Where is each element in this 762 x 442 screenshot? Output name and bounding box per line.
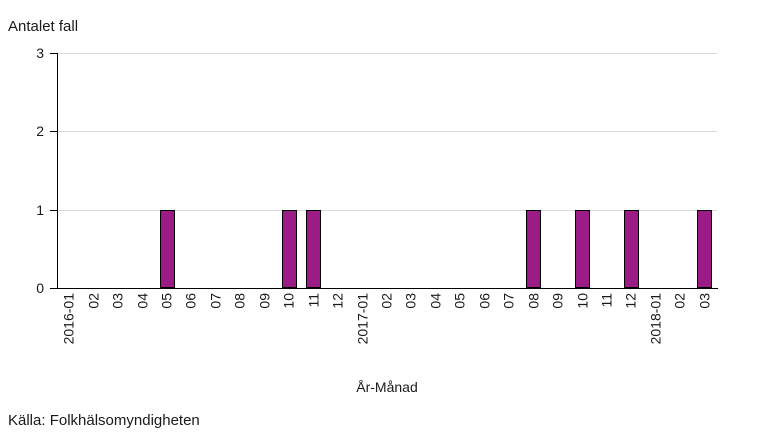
y-axis-line <box>57 53 58 289</box>
x-tick-label: 03 <box>109 293 126 309</box>
gridline <box>57 131 717 133</box>
chart-title: Antalet fall <box>8 18 79 35</box>
y-tick-label: 1 <box>36 201 44 218</box>
x-tick-label: 05 <box>158 293 175 309</box>
y-tick <box>50 209 57 211</box>
y-tick <box>50 53 57 54</box>
x-tick-label: 2018-01 <box>647 293 664 345</box>
x-tick-label: 06 <box>476 293 493 309</box>
y-tick-label: 0 <box>36 280 44 296</box>
x-tick-label: 03 <box>696 293 713 309</box>
gridline <box>57 209 717 211</box>
x-tick-label: 02 <box>378 293 395 309</box>
bar <box>159 209 175 288</box>
bar <box>575 209 591 288</box>
bar <box>306 209 322 288</box>
bar <box>281 209 297 288</box>
x-tick-label: 02 <box>85 293 102 309</box>
gridline <box>57 53 717 54</box>
x-tick-label: 02 <box>671 293 688 309</box>
x-tick-label: 12 <box>329 293 346 309</box>
x-tick-label: 07 <box>207 293 224 309</box>
x-tick-label: 04 <box>427 293 444 309</box>
x-tick-label: 04 <box>134 293 151 309</box>
bar <box>623 209 639 288</box>
x-tick-label: 2017-01 <box>354 293 371 345</box>
bar <box>526 209 542 288</box>
source-caption: Källa: Folkhälsomyndigheten <box>8 412 200 429</box>
x-tick-label: 07 <box>500 293 517 309</box>
y-tick <box>50 288 57 289</box>
x-tick-label: 10 <box>280 293 297 309</box>
x-axis-line <box>57 288 718 289</box>
x-tick-label: 2016-01 <box>60 293 77 345</box>
x-tick-label: 09 <box>256 293 273 309</box>
x-tick-label: 09 <box>549 293 566 309</box>
y-tick-label: 3 <box>36 45 44 61</box>
x-tick-label: 05 <box>451 293 468 309</box>
x-tick-label: 10 <box>574 293 591 309</box>
x-tick-label: 08 <box>231 293 248 309</box>
x-tick-label: 08 <box>525 293 542 309</box>
x-tick-label: 03 <box>402 293 419 309</box>
y-tick-label: 2 <box>36 123 44 140</box>
y-tick <box>50 131 57 133</box>
x-tick-label: 06 <box>182 293 199 309</box>
x-tick-label: 12 <box>622 293 639 309</box>
x-tick-label: 11 <box>598 293 615 308</box>
x-axis-title: År-Månad <box>356 379 418 395</box>
x-tick-label: 11 <box>305 293 322 308</box>
bar <box>697 209 713 288</box>
